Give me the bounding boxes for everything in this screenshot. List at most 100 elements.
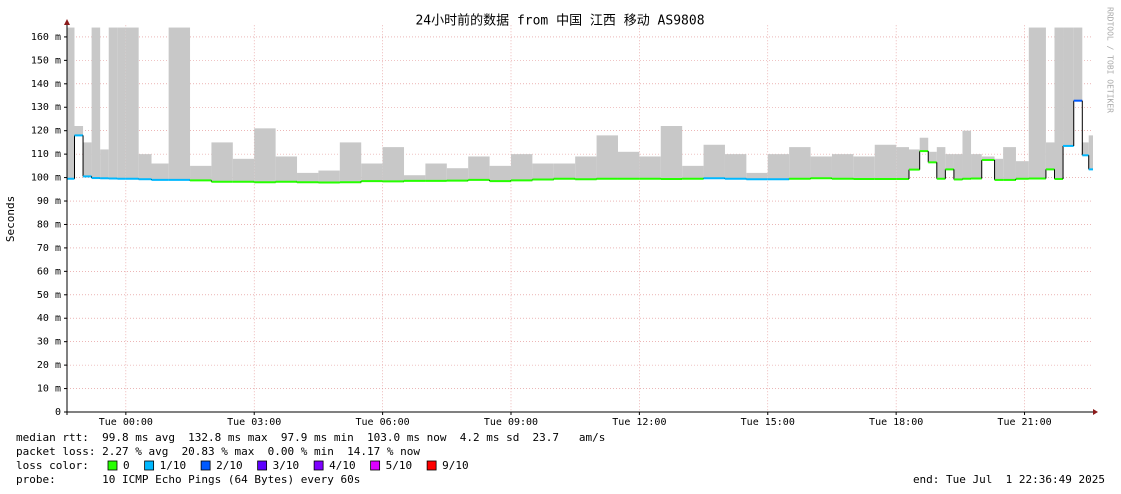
smoke-band [971,154,982,179]
smoke-band [361,163,383,182]
median-line [67,99,1093,184]
smoke-band [874,144,897,179]
y-tick-label: 80 m [37,219,61,230]
x-tick-label: Tue 06:00 [356,417,410,428]
smoke-band [994,158,1004,180]
smoke-band [138,154,152,180]
legend-label: 4/10 [329,459,356,472]
smoke-band [928,151,937,163]
y-tick-label: 120 m [31,126,61,137]
smoke-band [596,135,618,179]
y-tick-label: 160 m [31,32,61,43]
x-tick-label: Tue 12:00 [612,417,666,428]
smoke-band [936,147,946,179]
smoke-band [532,163,554,180]
packet-loss: packet loss: 2.27 % avg 20.83 % max 0.00… [16,445,420,458]
grid [64,25,1093,415]
smoke-band [1088,135,1093,170]
y-tick-label: 0 [55,407,61,418]
y-tick-label: 110 m [31,149,61,160]
x-tick-label: Tue 09:00 [484,417,538,428]
smoke-band [1082,142,1089,156]
smoke-band [510,154,533,181]
y-tick-label: 70 m [37,243,61,254]
smoke-band [617,151,640,179]
legend-swatch [313,460,324,471]
y-tick-label: 30 m [37,337,61,348]
legend-swatch [370,460,381,471]
smoke-band [575,156,597,180]
smoke-band [232,158,255,182]
x-tick-label: Tue 00:00 [99,417,153,428]
legend-label: 9/10 [442,459,469,472]
axes [64,19,1098,415]
smoke-band [660,126,683,179]
y-tick-label: 140 m [31,79,61,90]
smoke-band [339,142,362,183]
smoke-band [553,163,576,179]
smoke-band [1028,27,1046,179]
smoke-band [789,147,811,179]
smoke-band [168,27,191,180]
smoke-band [1073,27,1083,101]
smoke-band [190,165,212,181]
smoke-band [962,130,972,179]
smoke-band [853,156,875,179]
smoke-band [100,149,109,179]
smoke-band [425,163,447,181]
y-tick-label: 90 m [37,196,61,207]
smoke-band [151,163,169,180]
smoke-band [703,144,725,179]
legend-label: 1/10 [160,459,187,472]
smoke-band [908,149,920,170]
probe: probe: 10 ICMP Echo Pings (64 Bytes) eve… [16,473,360,486]
smoke-band [83,142,92,177]
legend-swatch [426,460,437,471]
smoke-band [831,154,854,179]
x-tick-label: Tue 15:00 [741,417,795,428]
smoke-band [275,156,298,182]
y-tick-label: 10 m [37,384,61,395]
smoke-band [896,147,909,179]
smoke-band [945,154,954,170]
x-tick-label: Tue 21:00 [997,417,1051,428]
smoke-band [74,126,84,136]
smoke-band [919,137,929,152]
legend: 0 1/10 2/10 3/10 4/10 5/10 9/10 [107,459,469,472]
smoke-band [953,154,963,180]
chart-title: 24小时前的数据 from 中国 江西 移动 AS9808 [415,13,704,29]
legend-label: 2/10 [216,459,243,472]
smoke-band [682,165,704,179]
smoke-band [489,165,511,182]
smoke-band [1054,27,1064,179]
y-tick-label: 130 m [31,102,61,113]
smoke [67,27,1093,183]
legend-swatch [200,460,211,471]
smoke-band [297,172,319,183]
smoke-band [468,156,490,180]
smoke-band [639,156,661,179]
smoke-band [254,128,276,183]
smoke-band [810,156,832,179]
y-arrow [64,19,70,25]
y-tick-label: 60 m [37,266,61,277]
smoke-band [724,154,747,179]
smoke-band [91,27,101,179]
smoke-band [981,156,995,160]
y-tick-label: 20 m [37,360,61,371]
legend-label: 3/10 [273,459,300,472]
legend-label: 5/10 [386,459,413,472]
x-tick-label: Tue 03:00 [227,417,281,428]
smoke-band [746,172,768,180]
legend-swatch [107,460,118,471]
smoke-band [211,142,233,182]
legend-swatch [257,460,268,471]
y-tick-label: 100 m [31,173,61,184]
smoke-band [446,168,469,181]
y-tick-label: 150 m [31,55,61,66]
loss-label: loss color: [16,459,89,472]
x-tick-label: Tue 18:00 [869,417,923,428]
smoke-band [1045,142,1055,170]
end-time: end: Tue Jul 1 22:36:49 2025 [913,473,1105,486]
smoke-band [67,27,75,179]
